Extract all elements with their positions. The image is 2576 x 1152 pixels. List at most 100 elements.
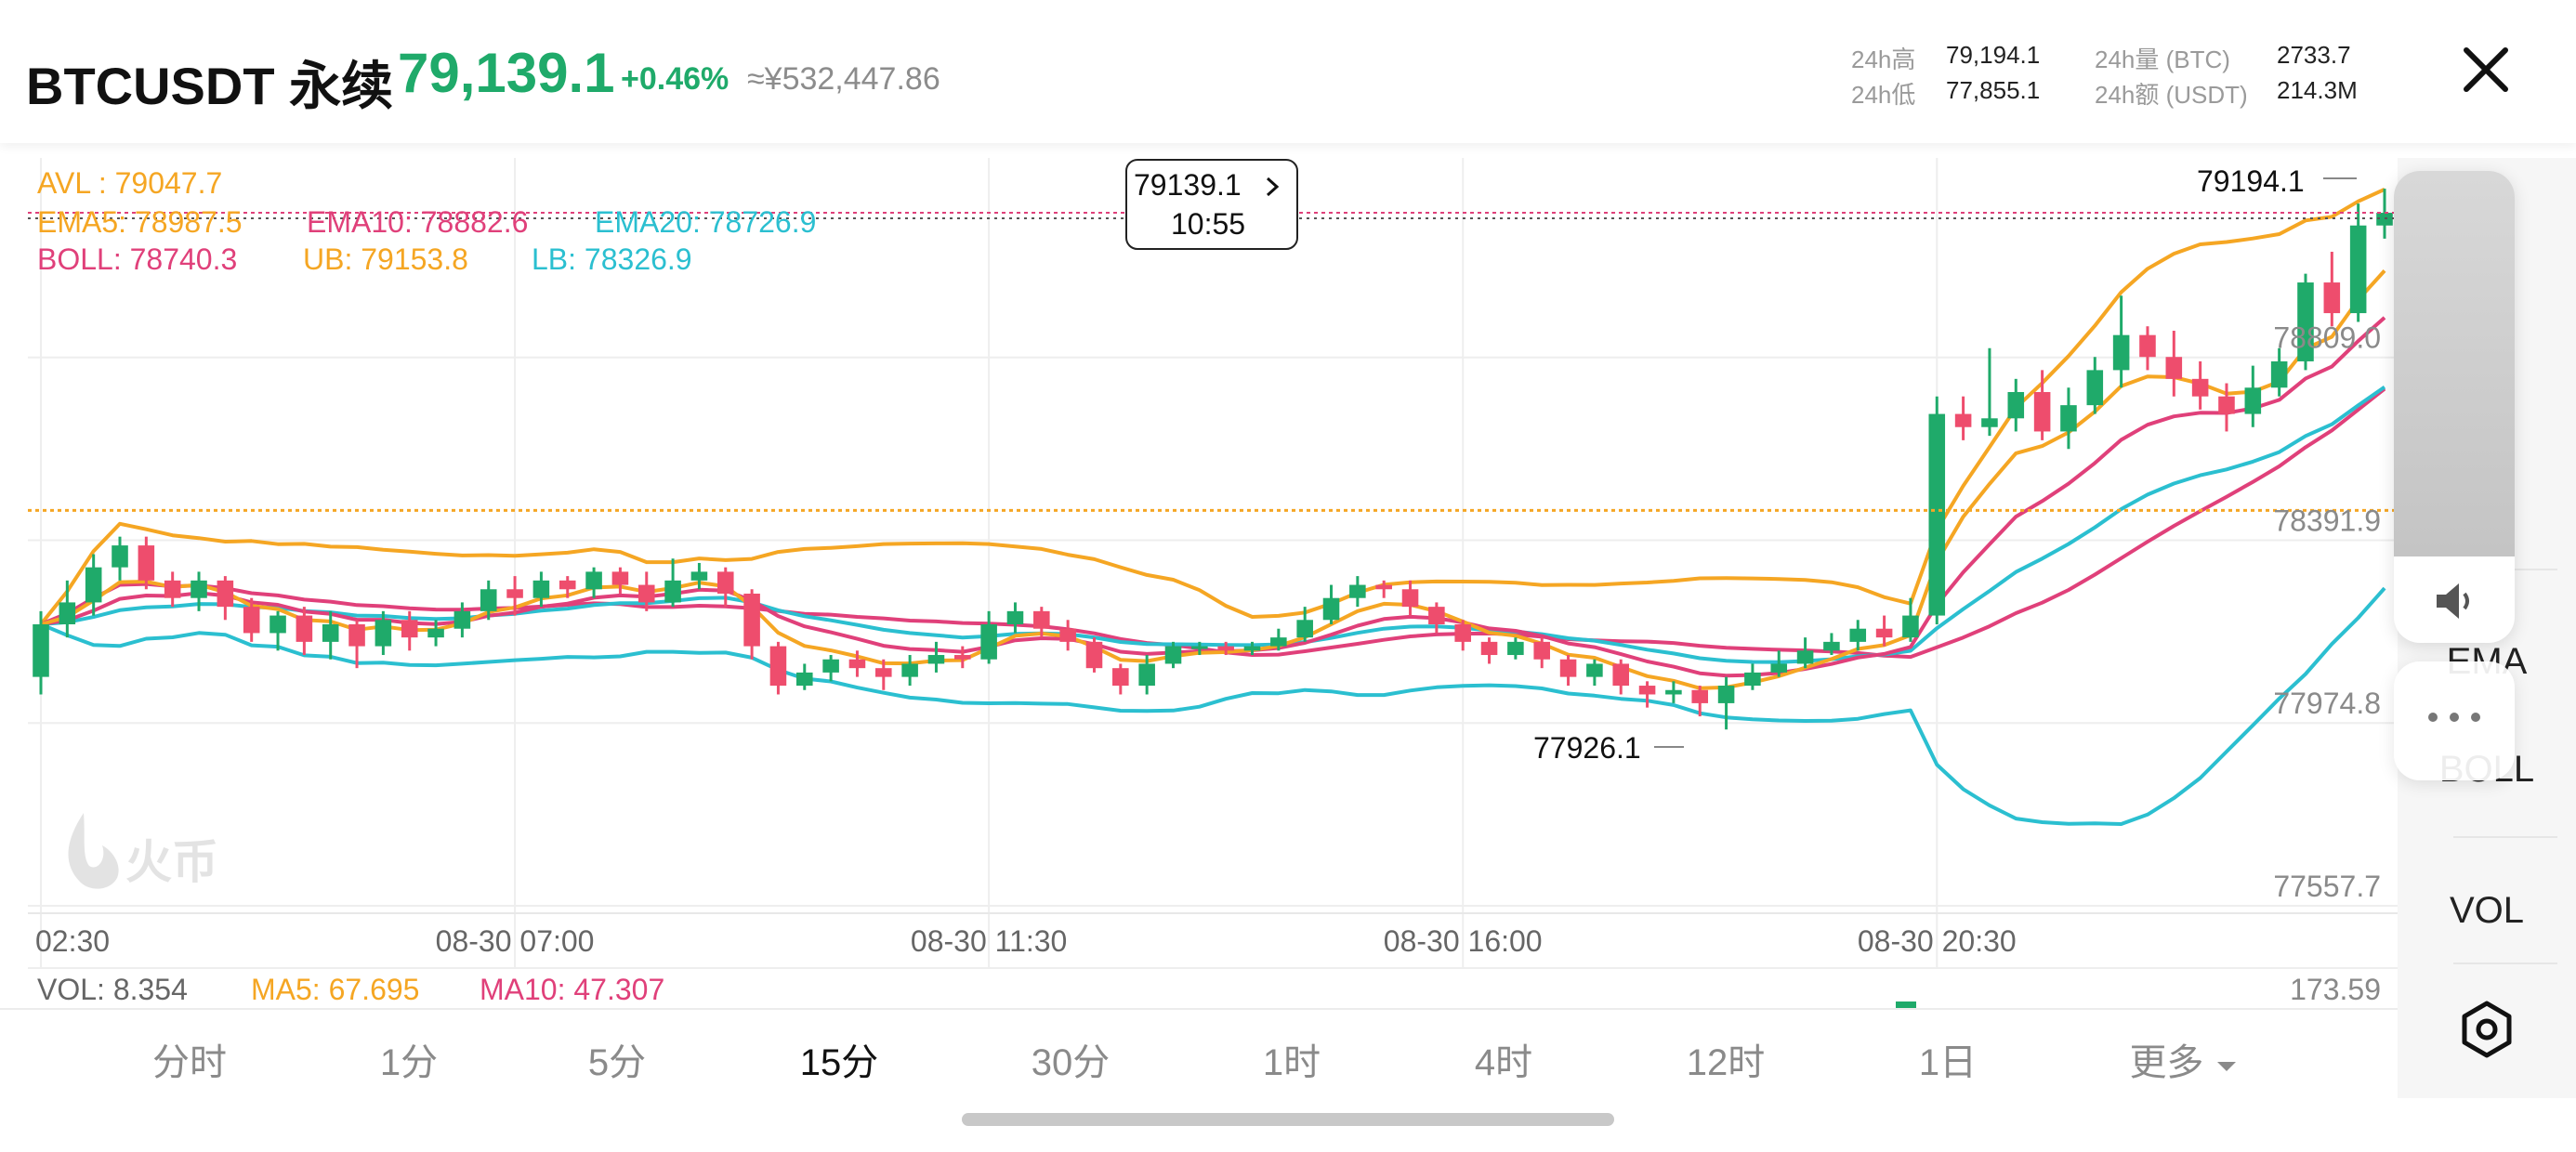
candle-body (2323, 282, 2341, 314)
candle-body (1296, 620, 1313, 638)
watermark: 火币 (68, 813, 218, 889)
home-indicator[interactable] (962, 1113, 1614, 1126)
candle-body (2270, 360, 2288, 388)
candle-body (954, 655, 971, 660)
candle-body (611, 571, 629, 585)
stat-value-24h-volume-btc: 2733.7 (2277, 41, 2351, 69)
volume-bar (1896, 1001, 1916, 1008)
candle-body (1717, 686, 1735, 703)
legend-boll: BOLL: 78740.3 (37, 242, 237, 276)
candle-body (1902, 615, 1919, 638)
candle-body (2165, 357, 2183, 379)
tab-timeframe-1h[interactable]: 1时 (1262, 1042, 1321, 1083)
candle-body (1085, 641, 1103, 669)
legend-lb: LB: 78326.9 (532, 242, 692, 276)
kline-chart[interactable]: 火币 AVL : 79047.7 EMA5: 78987.5 EMA10: 78… (0, 158, 2398, 1008)
tab-timeframe-30m[interactable]: 30分 (1031, 1042, 1111, 1083)
candle-body (875, 668, 892, 677)
candle-body (822, 659, 839, 673)
candle-body (1164, 646, 1182, 664)
candle-body (401, 620, 418, 638)
candle-body (637, 584, 655, 603)
candle-body (112, 545, 128, 568)
stat-value-24h-turnover-usdt: 214.3M (2277, 76, 2358, 104)
candle-body (1981, 418, 1998, 427)
tab-timeframe-4h[interactable]: 4时 (1474, 1042, 1533, 1083)
candle-body (1112, 668, 1129, 687)
candle-body (690, 571, 708, 581)
candle-body (1796, 650, 1814, 664)
symbol-title[interactable]: BTCUSDT 永续 (26, 57, 394, 115)
candle-body (1954, 413, 1972, 427)
candle-body (243, 607, 260, 634)
candle-body (1006, 610, 1024, 625)
candle-body (2297, 282, 2314, 361)
tooltip-price: 79139.1 (1134, 168, 1242, 202)
candle-body (2218, 396, 2235, 414)
side-item-vol[interactable]: VOL (2449, 890, 2525, 931)
more-dots-icon[interactable] (2425, 708, 2483, 727)
candle-body (1665, 689, 1682, 695)
stat-label-24h-volume-btc: 24h量 (BTC) (2095, 46, 2230, 73)
legend-ema20: EMA20: 78726.9 (595, 205, 816, 239)
candle-body (1349, 584, 1366, 598)
candle-body (927, 655, 945, 664)
candle-body (2007, 391, 2025, 419)
candle-body (1270, 637, 1287, 647)
stat-value-24h-low: 77,855.1 (1946, 76, 2041, 104)
candle-body (1507, 641, 1524, 656)
cny-equivalent-price: ≈¥532,447.86 (747, 61, 940, 97)
volume-slider-widget[interactable] (2394, 171, 2515, 643)
candle-body (217, 580, 234, 608)
candle-body (848, 659, 866, 669)
y-tick-label: 77557.7 (2273, 870, 2381, 903)
candle-body (2060, 405, 2077, 432)
stat-label-24h-low: 24h低 (1851, 81, 1916, 109)
x-tick-label: 08-30 16:00 (1384, 924, 1543, 958)
candles (33, 189, 2393, 730)
volume-level-fill[interactable] (2394, 171, 2515, 556)
high-mark-label: 79194.1 (2197, 164, 2305, 198)
settings-icon[interactable] (2455, 998, 2518, 1061)
candle-body (480, 589, 497, 611)
candle-body (2086, 370, 2104, 406)
candle-body (33, 624, 49, 677)
close-icon[interactable] (2453, 37, 2518, 102)
low-mark-label: 77926.1 (1533, 731, 1641, 765)
candle-body (2033, 391, 2051, 432)
candle-body (795, 672, 813, 687)
candle-body (348, 624, 365, 647)
volume-max-label: 173.59 (2290, 973, 2381, 1006)
candle-body (85, 567, 102, 603)
candle-body (1428, 607, 1445, 625)
candle-body (191, 580, 207, 598)
kline-chart-canvas[interactable]: 火币 AVL : 79047.7 EMA5: 78987.5 EMA10: 78… (0, 158, 2398, 1008)
x-tick-label: 02:30 (35, 924, 110, 958)
x-tick-label: 08-30 07:00 (436, 924, 595, 958)
last-price: 79,139.1 (398, 42, 615, 104)
candle-body (2139, 334, 2156, 358)
more-options-widget[interactable] (2394, 661, 2515, 780)
tab-timeframe-1d[interactable]: 1日 (1918, 1042, 1978, 1083)
cursor-price-tooltip[interactable]: 79139.1 10:55 (1125, 159, 1298, 250)
ema10-line (40, 316, 2386, 678)
legend-ema5: EMA5: 78987.5 (37, 205, 243, 239)
tab-timeframe-15m[interactable]: 15分 (799, 1042, 879, 1083)
indicator-lines (39, 187, 2386, 826)
boll-upper-line (39, 187, 2385, 626)
candle-body (453, 610, 471, 629)
tab-timeframe-line[interactable]: 分时 (152, 1042, 227, 1083)
candle-body (1823, 641, 1840, 651)
y-tick-label: 78391.9 (2273, 504, 2381, 537)
candle-body (59, 602, 76, 625)
tab-timeframe-12h[interactable]: 12时 (1686, 1042, 1766, 1083)
tab-timeframe-1m[interactable]: 1分 (379, 1042, 439, 1083)
tab-timeframe-more[interactable]: 更多 (2082, 1032, 2286, 1086)
stat-value-24h-high: 79,194.1 (1946, 41, 2041, 69)
candle-body (1191, 646, 1208, 649)
x-axis-labels: 02:30 08-30 07:00 08-30 11:30 08-30 16:00 08… (35, 924, 2017, 958)
candle-body (1243, 646, 1261, 651)
speaker-icon[interactable] (2431, 578, 2477, 624)
tab-timeframe-5m[interactable]: 5分 (587, 1042, 647, 1083)
candle-body (1691, 689, 1709, 703)
